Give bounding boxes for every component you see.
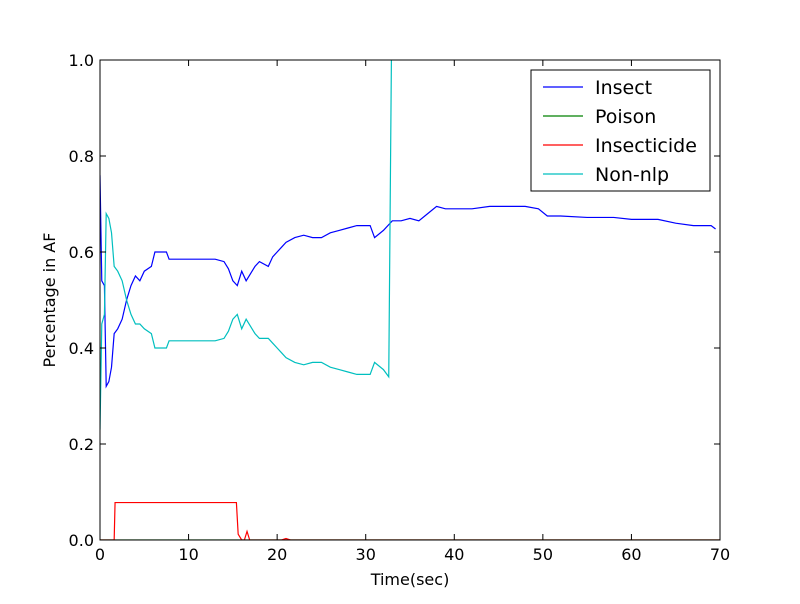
y-tick-label: 0.8	[69, 147, 94, 166]
legend-label: Insecticide	[595, 135, 697, 157]
legend: Insect Poison Insecticide Non-nlp	[530, 69, 711, 192]
series-line-non-nlp	[100, 60, 392, 430]
y-tick-label: 0.0	[69, 531, 94, 550]
legend-label: Non-nlp	[595, 164, 669, 186]
x-tick-label: 0	[95, 545, 105, 564]
y-tick-label: 0.2	[69, 435, 94, 454]
y-axis-label: Percentage in AF	[40, 233, 59, 368]
x-tick-label: 50	[533, 545, 553, 564]
x-tick-label: 70	[710, 545, 730, 564]
y-tick-label: 0.6	[69, 243, 94, 262]
legend-label: Insect	[595, 77, 652, 99]
y-tick-label: 0.4	[69, 339, 94, 358]
x-tick-label: 20	[267, 545, 287, 564]
plot-frame	[99, 59, 721, 541]
x-tick-label: 40	[444, 545, 464, 564]
legend-box	[530, 69, 711, 192]
series-line-insect	[100, 175, 716, 389]
legend-label: Poison	[595, 106, 656, 128]
x-tick-label: 10	[178, 545, 198, 564]
y-tick-label: 1.0	[69, 51, 94, 70]
x-axis-label: Time(sec)	[370, 570, 450, 589]
x-tick-label: 30	[356, 545, 376, 564]
x-tick-label: 60	[621, 545, 641, 564]
series-line-insecticide	[100, 501, 720, 540]
